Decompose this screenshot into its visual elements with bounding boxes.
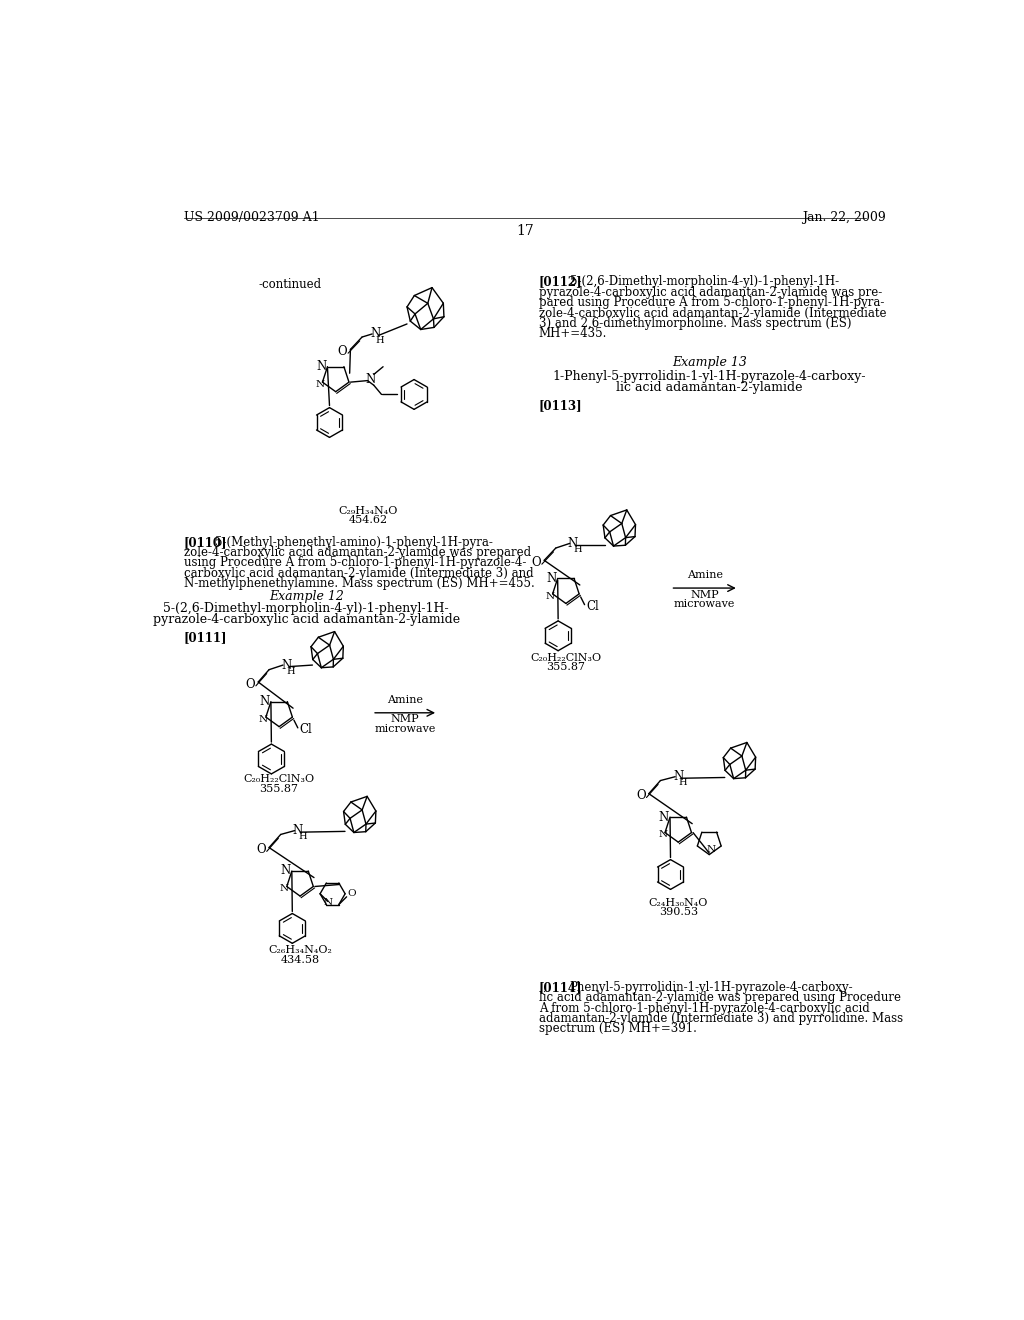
Text: N: N [259,715,268,723]
Text: N: N [547,572,557,585]
Text: Cl: Cl [586,599,599,612]
Text: 355.87: 355.87 [547,663,586,672]
Text: 390.53: 390.53 [658,907,697,917]
Text: N: N [370,327,380,341]
Text: US 2009/0023709 A1: US 2009/0023709 A1 [183,211,319,224]
Text: N: N [293,824,303,837]
Text: C₂₀H₂₂ClN₃O: C₂₀H₂₂ClN₃O [530,653,601,663]
Text: microwave: microwave [375,723,436,734]
Text: 5-(2,6-Dimethyl-morpholin-4-yl)-1-phenyl-1H-: 5-(2,6-Dimethyl-morpholin-4-yl)-1-phenyl… [164,602,450,615]
Text: O: O [531,556,542,569]
Text: Example 12: Example 12 [269,590,344,603]
Text: [0114]: [0114] [539,981,583,994]
Text: lic acid adamantan-2-ylamide was prepared using Procedure: lic acid adamantan-2-ylamide was prepare… [539,991,901,1005]
Text: O: O [347,890,355,898]
Text: C₂₉H₃₄N₄O: C₂₉H₃₄N₄O [339,507,398,516]
Text: NMP: NMP [391,714,420,725]
Text: N: N [316,360,327,374]
Text: Example 13: Example 13 [672,355,746,368]
Text: pyrazole-4-carboxylic acid adamantan-2-ylamide was pre-: pyrazole-4-carboxylic acid adamantan-2-y… [539,286,882,298]
Text: [0113]: [0113] [539,400,583,412]
Text: N: N [546,591,555,601]
Text: O: O [246,677,255,690]
Text: A from 5-chloro-1-phenyl-1H-pyrazole-4-carboxylic acid: A from 5-chloro-1-phenyl-1H-pyrazole-4-c… [539,1002,869,1015]
Text: O: O [338,345,347,358]
Text: [0111]: [0111] [183,631,227,644]
Text: N: N [658,830,668,840]
Text: N: N [658,810,669,824]
Text: adamantan-2-ylamide (Intermediate 3) and pyrrolidine. Mass: adamantan-2-ylamide (Intermediate 3) and… [539,1012,903,1024]
Text: 1-Phenyl-5-pyrrolidin-1-yl-1H-pyrazole-4-carboxy-: 1-Phenyl-5-pyrrolidin-1-yl-1H-pyrazole-4… [553,370,866,383]
Text: MH+=435.: MH+=435. [539,327,607,341]
Text: N-methylphenethylamine. Mass spectrum (ES) MH+=455.: N-methylphenethylamine. Mass spectrum (E… [183,577,535,590]
Text: pared using Procedure A from 5-chloro-1-phenyl-1H-pyra-: pared using Procedure A from 5-chloro-1-… [539,296,884,309]
Text: N: N [707,846,716,854]
Text: N: N [324,899,333,907]
Text: C₂₆H₃₄N₄O₂: C₂₆H₃₄N₄O₂ [268,945,332,956]
Text: N: N [260,696,270,708]
Text: [0110]: [0110] [183,536,227,549]
Text: O: O [636,789,646,803]
Text: H: H [376,335,384,345]
Text: C₂₀H₂₂ClN₃O: C₂₀H₂₂ClN₃O [244,775,314,784]
Text: N: N [567,537,578,550]
Text: H: H [287,667,295,676]
Text: using Procedure A from 5-chloro-1-phenyl-1H-pyrazole-4-: using Procedure A from 5-chloro-1-phenyl… [183,557,526,569]
Text: H: H [679,779,687,787]
Text: N: N [366,372,376,385]
Text: pyrazole-4-carboxylic acid adamantan-2-ylamide: pyrazole-4-carboxylic acid adamantan-2-y… [153,612,460,626]
Text: lic acid adamantan-2-ylamide: lic acid adamantan-2-ylamide [616,381,803,393]
Text: spectrum (ES) MH+=391.: spectrum (ES) MH+=391. [539,1022,696,1035]
Text: -continued: -continued [258,277,322,290]
Text: Phenyl-5-pyrrolidin-1-yl-1H-pyrazole-4-carboxy-: Phenyl-5-pyrrolidin-1-yl-1H-pyrazole-4-c… [569,981,853,994]
Text: 454.62: 454.62 [349,515,388,525]
Text: 5-(2,6-Dimethyl-morpholin-4-yl)-1-phenyl-1H-: 5-(2,6-Dimethyl-morpholin-4-yl)-1-phenyl… [569,276,839,289]
Text: C₂₄H₃₀N₄O: C₂₄H₃₀N₄O [648,898,708,908]
Text: N: N [280,884,289,894]
Text: Amine: Amine [387,696,423,705]
Text: NMP: NMP [690,590,719,599]
Text: O: O [256,843,266,857]
Text: 434.58: 434.58 [281,954,319,965]
Text: carboxylic acid adamantan-2-ylamide (Intermediate 3) and: carboxylic acid adamantan-2-ylamide (Int… [183,566,534,579]
Text: N: N [315,380,325,389]
Text: 355.87: 355.87 [260,784,299,793]
Text: zole-4-carboxylic acid adamantan-2-ylamide was prepared: zole-4-carboxylic acid adamantan-2-ylami… [183,546,530,560]
Text: N: N [281,659,291,672]
Text: 17: 17 [516,224,534,238]
Text: Cl: Cl [299,723,312,737]
Text: Amine: Amine [687,570,723,581]
Text: 3) and 2,6-dimethylmorpholine. Mass spectrum (ES): 3) and 2,6-dimethylmorpholine. Mass spec… [539,317,851,330]
Text: H: H [573,545,582,554]
Text: 5-(Methyl-phenethyl-amino)-1-phenyl-1H-pyra-: 5-(Methyl-phenethyl-amino)-1-phenyl-1H-p… [215,536,493,549]
Text: Jan. 22, 2009: Jan. 22, 2009 [802,211,886,224]
Text: [0112]: [0112] [539,276,583,289]
Text: H: H [298,833,306,841]
Text: zole-4-carboxylic acid adamantan-2-ylamide (Intermediate: zole-4-carboxylic acid adamantan-2-ylami… [539,306,886,319]
Text: N: N [673,770,683,783]
Text: N: N [281,865,291,878]
Text: microwave: microwave [674,599,735,609]
